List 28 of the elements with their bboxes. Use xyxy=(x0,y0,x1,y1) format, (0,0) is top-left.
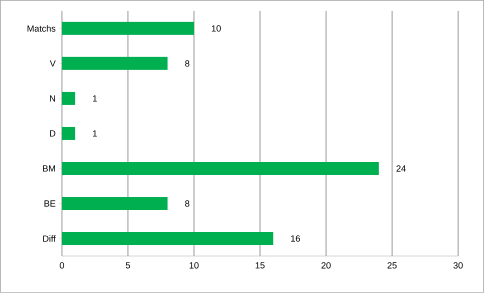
bar xyxy=(62,92,76,105)
x-tick-label: 5 xyxy=(126,262,130,268)
data-label: 1 xyxy=(93,95,97,102)
y-tick-label: BM xyxy=(43,165,56,172)
y-tick-label: Matchs xyxy=(28,25,56,32)
bar xyxy=(62,232,274,246)
x-tick-label: 15 xyxy=(256,262,265,268)
x-tick-label: 20 xyxy=(322,262,331,269)
x-tick-label: 25 xyxy=(388,262,397,269)
data-label: 24 xyxy=(396,165,406,172)
bar xyxy=(62,22,194,35)
data-label: 1 xyxy=(93,130,97,137)
y-tick-label: D xyxy=(50,130,56,137)
data-label: 8 xyxy=(185,60,190,67)
x-tick-label: 30 xyxy=(453,262,463,269)
data-label: 16 xyxy=(291,235,300,242)
y-tick-label: N xyxy=(50,95,56,102)
x-tick-label: 0 xyxy=(60,262,64,269)
bar xyxy=(62,197,168,210)
y-tick-label: V xyxy=(50,60,56,67)
y-tick-label: BE xyxy=(44,200,56,207)
bar xyxy=(62,162,379,176)
x-tick-label: 10 xyxy=(190,262,199,269)
data-label: 10 xyxy=(212,25,221,32)
bar xyxy=(62,56,168,70)
bar xyxy=(62,126,76,140)
data-label: 8 xyxy=(185,200,190,207)
y-tick-label: Diff xyxy=(43,235,56,242)
